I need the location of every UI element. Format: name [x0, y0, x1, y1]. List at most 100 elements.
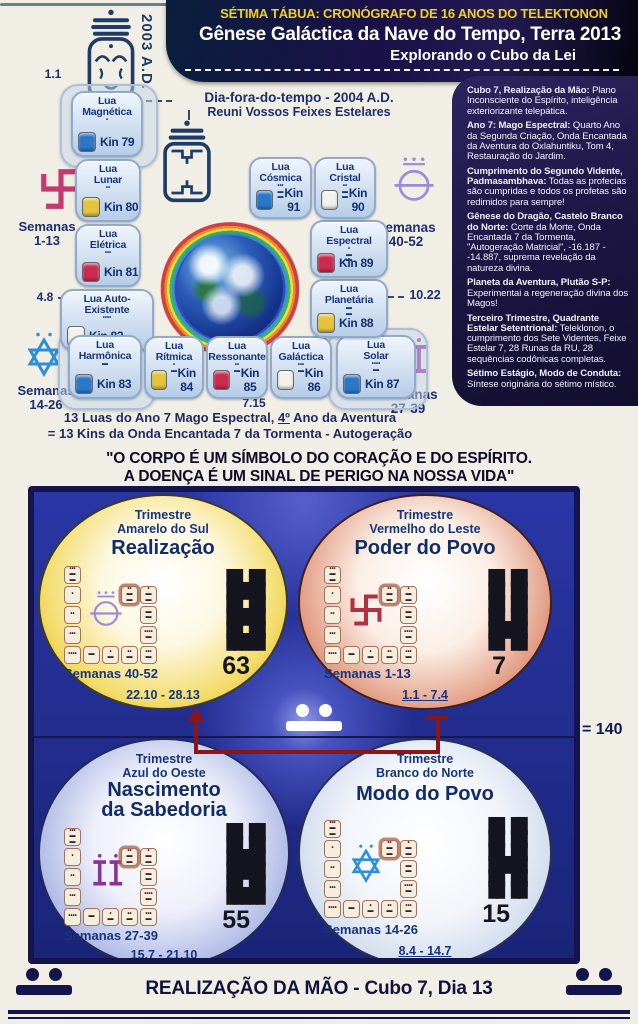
week-tile: • — [324, 840, 341, 858]
week-tile: •• ▬ — [381, 900, 398, 918]
week-tile: • ▬ ▬ — [400, 586, 417, 604]
paragraph-text: Corte da Morte, Onda Encantada 7 da Torm… — [467, 221, 606, 274]
paragraph-text: Experimentai a regeneração divina dos Ma… — [467, 287, 629, 309]
hexagram: ██ ██ ██ ██ ██ ██ ██ ██ █████ ██ ██ — [488, 569, 527, 652]
moon-box: Lua Cristal •• ▬ ▬ Kin 90 — [314, 157, 376, 219]
moon-name: Lua Harmônica — [78, 339, 132, 362]
kin-label: Kin 87 — [365, 377, 400, 391]
info-paragraph: Cumprimento do Segundo Vidente, Padmasam… — [467, 165, 630, 208]
quadrant-dates: 22.10 - 28.13 — [126, 688, 200, 702]
kin-label: Kin 85 — [240, 366, 260, 394]
moon-tone: •• — [105, 185, 111, 192]
week-tile: ▬ ▬ — [400, 860, 417, 878]
top-edge-line — [0, 3, 185, 6]
quote-line-2: A DOENÇA É UM SINAL DE PERIGO NA NOSSA V… — [123, 467, 515, 485]
moon-tone: ••• — [104, 250, 112, 257]
week-tile: •••• — [64, 908, 81, 926]
kin-label: Kin 81 — [104, 265, 139, 279]
hexagram: ██ ██ ██ ██ █████ █████ ██ ██ █████ — [226, 823, 265, 906]
tower-caption: 13 Luas do Ano 7 Mago Espectral, 4º Ano … — [20, 410, 440, 443]
week-tile: •• — [64, 868, 81, 886]
quadrant-region: Trimestre Azul do Oeste — [122, 752, 206, 781]
moon-tone: •• ▬ — [234, 362, 240, 374]
moon-name: Lua Ressonante — [208, 340, 266, 363]
info-paragraph: Gênese do Dragão, Castelo Branco do Nort… — [467, 212, 630, 274]
page-title: Gênese Galáctica da Nave do Tempo, Terra… — [199, 24, 621, 45]
quadrant-dates: 8.4 - 14.7 — [398, 944, 452, 958]
week-tile: •• — [324, 860, 341, 878]
info-paragraph: Planeta da Aventura, Plutão S-P: Experim… — [467, 278, 630, 309]
kin-seal-icon — [317, 253, 335, 273]
paragraph-lead: Gênese do Dragão, Castelo Branco do Nort… — [467, 211, 623, 233]
info-paragraph: Cubo 7, Realização da Mão: Plano Inconsc… — [467, 85, 630, 117]
week-tile: ••• ▬ ▬ — [64, 566, 81, 584]
info-panel: Cubo 7, Realização da Mão: Plano Inconsc… — [452, 76, 638, 406]
quadrant-dates: 15.7 - 21.10 — [130, 948, 198, 962]
gate-label-left: 4.8 — [36, 290, 54, 304]
week-tile: •••• ▬ — [400, 880, 417, 898]
gate-label-start: 1.1 — [44, 67, 62, 81]
week-tile: •• — [324, 606, 341, 624]
kin-label: Kin 90 — [348, 186, 368, 214]
moon-tone: ▬ ▬ — [346, 305, 352, 317]
week-tile: • ▬ — [102, 646, 119, 664]
footer-rule — [8, 1010, 630, 1014]
hexagram-number: 15 — [482, 900, 510, 928]
moon-box: Lua Galáctica ••• ▬ Kin 86 — [270, 336, 332, 399]
week-tile: •••• ▬ — [400, 626, 417, 644]
hexagram: ██ ██ ██ ██ ██ ██ █████ ██ ██ ██ ██ — [488, 817, 527, 900]
week-tile: •••• — [324, 900, 341, 918]
week-tile: • ▬ ▬ — [400, 840, 417, 858]
moon-name: Lua Cristal — [329, 161, 361, 184]
quote: "O CORPO É UM SÍMBOLO DO CORAÇÃO E DO ES… — [24, 450, 614, 486]
moon-box: Lua Elétrica ••• Kin 81 — [75, 224, 141, 287]
week-tile: • ▬ ▬ — [140, 586, 157, 604]
moon-box: Lua Ressonante •• ▬ Kin 85 — [206, 336, 268, 399]
quadrant-circle-west: Trimestre Azul do Oeste Nascimento da Sa… — [38, 738, 290, 962]
info-paragraph: Terceiro Trimestre, Quadrante Estelar Se… — [467, 313, 630, 365]
quadrant-circle-north: Trimestre Branco do Norte Modo do Povo •… — [298, 738, 552, 958]
moon-name: Lua Auto- Existente — [83, 293, 131, 316]
kin-seal-icon — [277, 370, 294, 390]
week-track: • •• ••• •••• ▬ • ▬ •• ▬ ••• ▬ •••• ▬ ▬ ▬ • ▬ ▬ •• … — [64, 566, 160, 666]
circle-bar-icon — [392, 156, 436, 206]
kin-label: Kin 79 — [100, 135, 135, 149]
moon-name: Lua Cósmica — [259, 161, 302, 184]
paragraph-lead: Cumprimento do Segundo Vidente, Padmasam… — [467, 165, 623, 187]
moon-tone: ••• ▬ ▬ — [277, 183, 284, 200]
week-track: • •• ••• •••• ▬ • ▬ •• ▬ ••• ▬ •••• ▬ ▬ ▬ • ▬ ▬ •• … — [324, 820, 420, 920]
quadrant-weeks: Semanas 1-13 — [324, 666, 411, 681]
quadrant-weeks: Semanas 14-26 — [324, 922, 418, 937]
quote-line-1: "O CORPO É UM SÍMBOLO DO CORAÇÃO E DO ES… — [106, 450, 532, 467]
paragraph-text: Todas as profecias são cumpridas e todos… — [467, 176, 627, 208]
mayan-mirror-seal-icon — [163, 120, 211, 203]
kin-seal-icon — [321, 190, 338, 210]
week-tile: •••• — [64, 646, 81, 664]
quadrant-region: Trimestre Branco do Norte — [376, 752, 474, 781]
week-tile: ▬ ▬ — [400, 606, 417, 624]
paragraph-text: Plano Inconsciente do Espírito, inteligê… — [467, 85, 618, 117]
week-tile: ••• — [64, 888, 81, 906]
week-tile: ▬ — [83, 908, 100, 926]
paragraph-text: Quarto Ano da Segunda Criação, Onda Enca… — [467, 120, 627, 162]
quadrant-title: Nascimento da Sabedoria — [101, 779, 227, 822]
moon-tone: ▬ — [102, 361, 108, 368]
week-tile: • ▬ ▬ — [140, 848, 157, 866]
paragraph-lead: Cubo 7, Realização da Mão: — [467, 85, 590, 96]
red-connector-tbar — [427, 716, 448, 720]
kin-label: Kin 86 — [304, 366, 324, 394]
moon-tone: •• ▬ ▬ — [342, 183, 348, 200]
circle-bar-icon — [88, 590, 124, 630]
week-tile: • ▬ — [102, 908, 119, 926]
kin-label: Kin 80 — [104, 200, 139, 214]
red-connector-line — [194, 722, 198, 754]
week-tile: •• ▬ ▬ — [121, 586, 138, 604]
week-tile: ••• — [64, 626, 81, 644]
week-tile: • — [64, 848, 81, 866]
week-tile: ▬ ▬ — [140, 606, 157, 624]
dashed-connector — [146, 100, 172, 102]
week-tile: ••• ▬ — [140, 908, 157, 926]
swastika-icon — [348, 590, 384, 630]
moon-name: Lua Solar — [363, 339, 389, 362]
kin-seal-icon — [256, 190, 274, 210]
